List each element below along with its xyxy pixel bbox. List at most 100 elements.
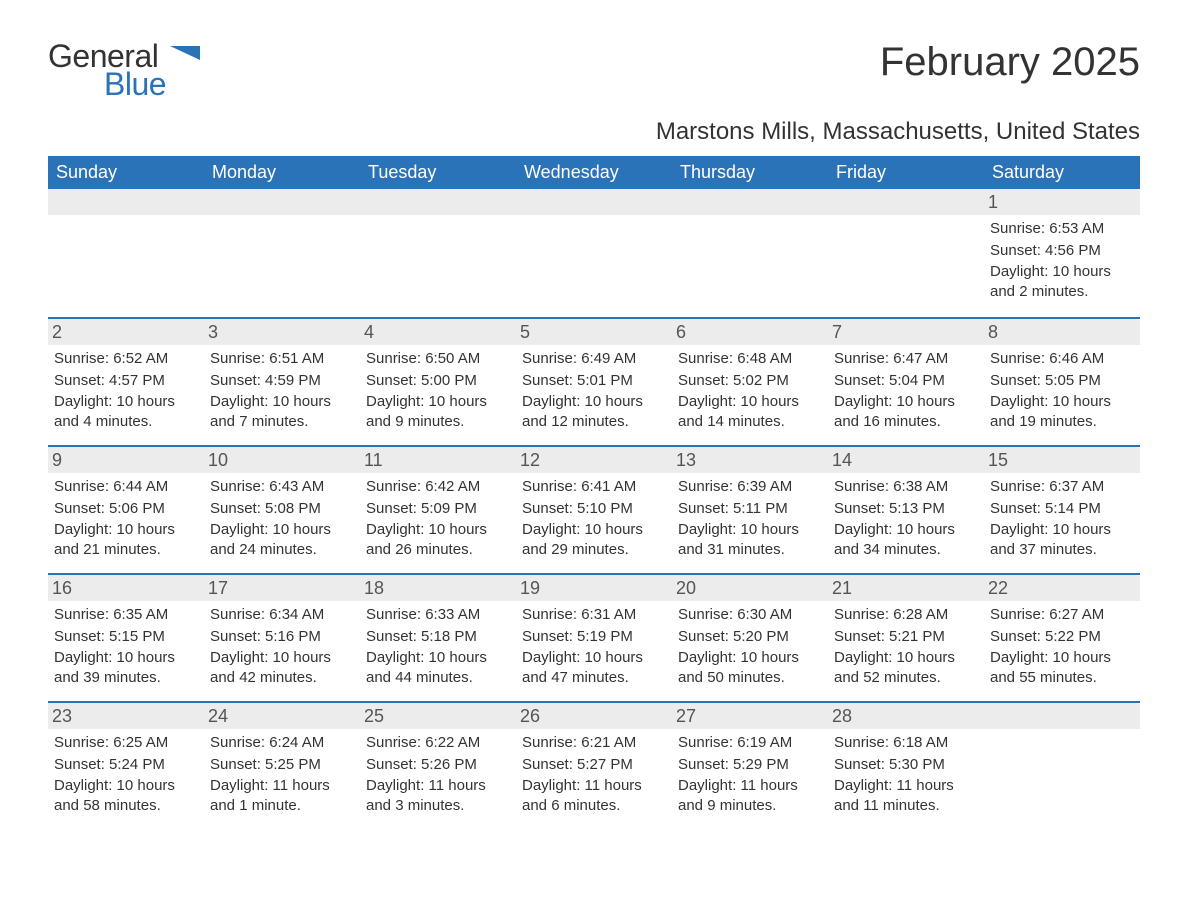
daylight-line: Daylight: 10 hours and 37 minutes. xyxy=(990,520,1134,561)
day-body: Sunrise: 6:35 AMSunset: 5:15 PMDaylight:… xyxy=(52,605,200,688)
day-cell: 28Sunrise: 6:18 AMSunset: 5:30 PMDayligh… xyxy=(828,703,984,829)
day-body: Sunrise: 6:52 AMSunset: 4:57 PMDaylight:… xyxy=(52,349,200,432)
sunrise-line: Sunrise: 6:24 AM xyxy=(210,733,354,753)
day-number xyxy=(204,189,360,215)
day-cell xyxy=(360,189,516,317)
day-cell: 22Sunrise: 6:27 AMSunset: 5:22 PMDayligh… xyxy=(984,575,1140,701)
day-of-week-header: SundayMondayTuesdayWednesdayThursdayFrid… xyxy=(48,156,1140,189)
day-number: 19 xyxy=(516,575,672,601)
sunrise-line: Sunrise: 6:27 AM xyxy=(990,605,1134,625)
day-number: 14 xyxy=(828,447,984,473)
daylight-line: Daylight: 10 hours and 12 minutes. xyxy=(522,392,666,433)
day-body: Sunrise: 6:24 AMSunset: 5:25 PMDaylight:… xyxy=(208,733,356,816)
day-cell xyxy=(672,189,828,317)
sunset-line: Sunset: 5:19 PM xyxy=(522,627,666,647)
sunset-line: Sunset: 5:30 PM xyxy=(834,755,978,775)
daylight-line: Daylight: 10 hours and 16 minutes. xyxy=(834,392,978,433)
daylight-line: Daylight: 11 hours and 11 minutes. xyxy=(834,776,978,817)
day-number: 22 xyxy=(984,575,1140,601)
daylight-line: Daylight: 10 hours and 42 minutes. xyxy=(210,648,354,689)
day-cell: 9Sunrise: 6:44 AMSunset: 5:06 PMDaylight… xyxy=(48,447,204,573)
day-body: Sunrise: 6:42 AMSunset: 5:09 PMDaylight:… xyxy=(364,477,512,560)
sunset-line: Sunset: 5:24 PM xyxy=(54,755,198,775)
sunrise-line: Sunrise: 6:37 AM xyxy=(990,477,1134,497)
day-number xyxy=(672,189,828,215)
daylight-line: Daylight: 10 hours and 4 minutes. xyxy=(54,392,198,433)
day-body: Sunrise: 6:33 AMSunset: 5:18 PMDaylight:… xyxy=(364,605,512,688)
sunrise-line: Sunrise: 6:43 AM xyxy=(210,477,354,497)
day-number: 24 xyxy=(204,703,360,729)
sunset-line: Sunset: 5:25 PM xyxy=(210,755,354,775)
daylight-line: Daylight: 10 hours and 9 minutes. xyxy=(366,392,510,433)
week-row: 16 Sunrise: 6:35 AMSunset: 5:15 PMDayligh… xyxy=(48,573,1140,701)
sunrise-line: Sunrise: 6:46 AM xyxy=(990,349,1134,369)
day-cell: 6Sunrise: 6:48 AMSunset: 5:02 PMDaylight… xyxy=(672,319,828,445)
calendar: SundayMondayTuesdayWednesdayThursdayFrid… xyxy=(48,156,1140,829)
day-number: 9 xyxy=(48,447,204,473)
week-row: 1Sunrise: 6:53 AMSunset: 4:56 PMDaylight… xyxy=(48,189,1140,317)
sunrise-line: Sunrise: 6:22 AM xyxy=(366,733,510,753)
day-body: Sunrise: 6:31 AMSunset: 5:19 PMDaylight:… xyxy=(520,605,668,688)
day-cell: 19 Sunrise: 6:31 AMSunset: 5:19 PMDayligh… xyxy=(516,575,672,701)
sunset-line: Sunset: 5:18 PM xyxy=(366,627,510,647)
day-number: 20 xyxy=(672,575,828,601)
sunrise-line: Sunrise: 6:44 AM xyxy=(54,477,198,497)
daylight-line: Daylight: 10 hours and 52 minutes. xyxy=(834,648,978,689)
daylight-line: Daylight: 10 hours and 50 minutes. xyxy=(678,648,822,689)
day-cell: 2Sunrise: 6:52 AMSunset: 4:57 PMDaylight… xyxy=(48,319,204,445)
sunrise-line: Sunrise: 6:47 AM xyxy=(834,349,978,369)
daylight-line: Daylight: 10 hours and 44 minutes. xyxy=(366,648,510,689)
day-cell: 18 Sunrise: 6:33 AMSunset: 5:18 PMDayligh… xyxy=(360,575,516,701)
day-cell xyxy=(828,189,984,317)
day-cell: 7Sunrise: 6:47 AMSunset: 5:04 PMDaylight… xyxy=(828,319,984,445)
day-number: 15 xyxy=(984,447,1140,473)
day-body: Sunrise: 6:48 AMSunset: 5:02 PMDaylight:… xyxy=(676,349,824,432)
sunrise-line: Sunrise: 6:19 AM xyxy=(678,733,822,753)
day-cell: 4Sunrise: 6:50 AMSunset: 5:00 PMDaylight… xyxy=(360,319,516,445)
sunrise-line: Sunrise: 6:34 AM xyxy=(210,605,354,625)
day-number: 18 xyxy=(360,575,516,601)
daylight-line: Daylight: 10 hours and 39 minutes. xyxy=(54,648,198,689)
dow-cell: Sunday xyxy=(48,156,204,189)
week-row: 9 Sunrise: 6:44 AMSunset: 5:06 PM Daylight… xyxy=(48,445,1140,573)
sunset-line: Sunset: 5:20 PM xyxy=(678,627,822,647)
day-number: 27 xyxy=(672,703,828,729)
sunset-line: Sunset: 4:56 PM xyxy=(990,241,1134,261)
day-number: 17 xyxy=(204,575,360,601)
day-number: 16 xyxy=(48,575,204,601)
day-number: 5 xyxy=(516,319,672,345)
day-body: Sunrise: 6:34 AMSunset: 5:16 PMDaylight:… xyxy=(208,605,356,688)
day-cell: 8Sunrise: 6:46 AMSunset: 5:05 PMDaylight… xyxy=(984,319,1140,445)
sunset-line: Sunset: 5:14 PM xyxy=(990,499,1134,519)
daylight-line: Daylight: 10 hours and 24 minutes. xyxy=(210,520,354,561)
sunrise-line: Sunrise: 6:53 AM xyxy=(990,219,1134,239)
sunrise-line: Sunrise: 6:50 AM xyxy=(366,349,510,369)
day-number: 3 xyxy=(204,319,360,345)
day-body: Sunrise: 6:50 AMSunset: 5:00 PMDaylight:… xyxy=(364,349,512,432)
sunrise-line: Sunrise: 6:21 AM xyxy=(522,733,666,753)
day-cell: 5Sunrise: 6:49 AMSunset: 5:01 PMDaylight… xyxy=(516,319,672,445)
day-cell: 26Sunrise: 6:21 AMSunset: 5:27 PMDayligh… xyxy=(516,703,672,829)
sunrise-line: Sunrise: 6:42 AM xyxy=(366,477,510,497)
day-cell: 14Sunrise: 6:38 AMSunset: 5:13 PMDayligh… xyxy=(828,447,984,573)
daylight-line: Daylight: 10 hours and 7 minutes. xyxy=(210,392,354,433)
day-cell: 21Sunrise: 6:28 AMSunset: 5:21 PMDayligh… xyxy=(828,575,984,701)
daylight-line: Daylight: 10 hours and 19 minutes. xyxy=(990,392,1134,433)
day-cell xyxy=(204,189,360,317)
sunset-line: Sunset: 5:08 PM xyxy=(210,499,354,519)
day-cell: 1Sunrise: 6:53 AMSunset: 4:56 PMDaylight… xyxy=(984,189,1140,317)
day-body: Sunrise: 6:41 AMSunset: 5:10 PMDaylight:… xyxy=(520,477,668,560)
daylight-line: Daylight: 10 hours and 26 minutes. xyxy=(366,520,510,561)
day-body: Sunrise: 6:47 AMSunset: 5:04 PMDaylight:… xyxy=(832,349,980,432)
sunset-line: Sunset: 5:06 PM xyxy=(54,499,198,519)
sunset-line: Sunset: 5:21 PM xyxy=(834,627,978,647)
day-number: 8 xyxy=(984,319,1140,345)
sunset-line: Sunset: 5:29 PM xyxy=(678,755,822,775)
day-number xyxy=(360,189,516,215)
daylight-line: Daylight: 10 hours and 2 minutes. xyxy=(990,262,1134,303)
day-cell: 17 Sunrise: 6:34 AMSunset: 5:16 PMDayligh… xyxy=(204,575,360,701)
dow-cell: Friday xyxy=(828,156,984,189)
day-number: 12 xyxy=(516,447,672,473)
day-cell xyxy=(48,189,204,317)
day-number xyxy=(48,189,204,215)
